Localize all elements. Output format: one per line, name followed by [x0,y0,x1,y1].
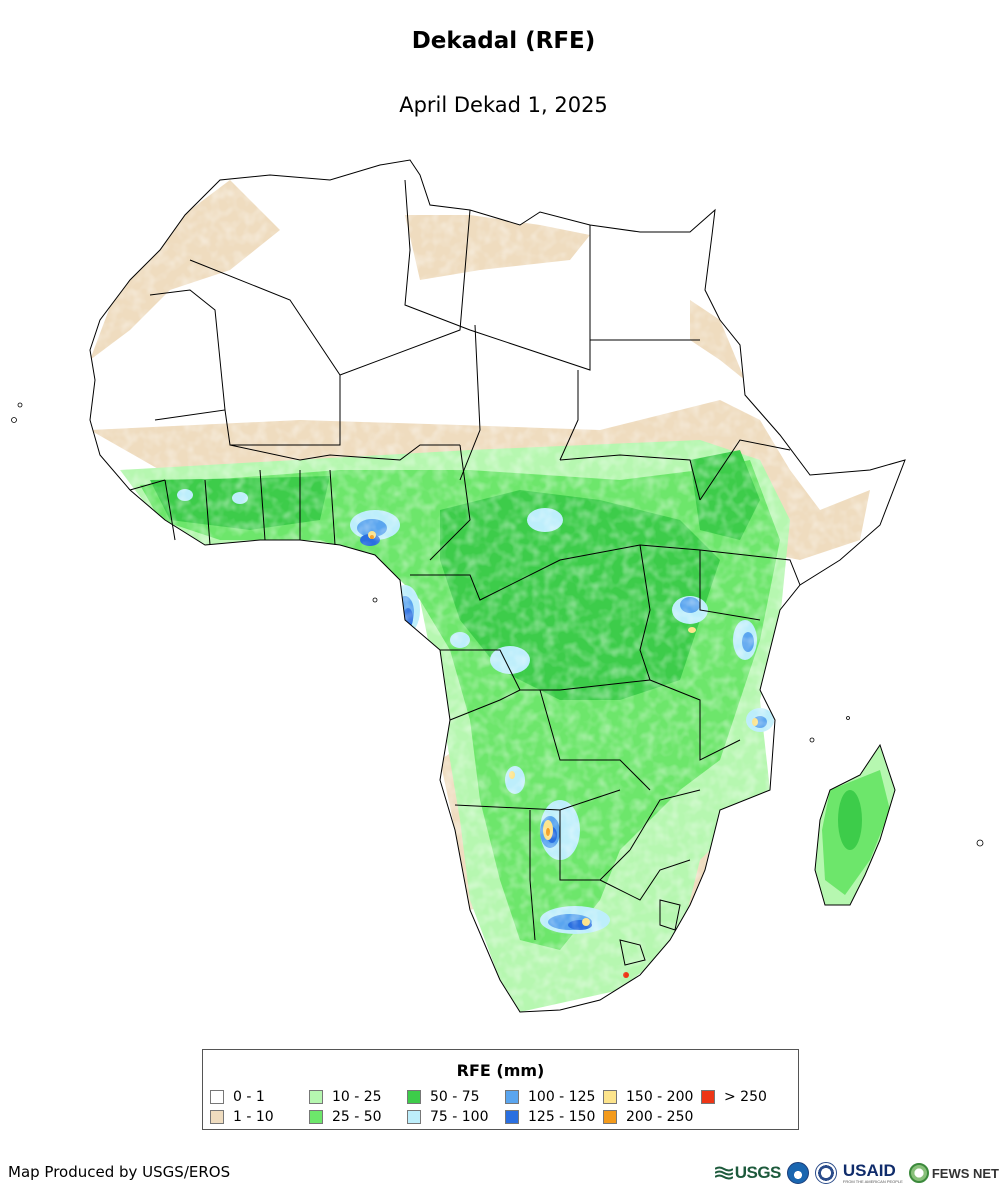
africa-rainfall-map [11,159,984,1013]
raster-texture [90,160,905,1012]
legend-item: 150 - 200 [603,1088,693,1106]
legend: RFE (mm) 0 - 1 1 - 10 10 - 25 25 - 50 50 - 7… [202,1049,799,1130]
legend-item: > 250 [701,1088,767,1106]
legend-swatch [505,1090,519,1104]
map-subtitle: April Dekad 1, 2025 [399,93,608,117]
usda-seal-icon [814,1162,837,1184]
legend-item: 200 - 250 [603,1108,693,1126]
legend-item: 125 - 150 [505,1108,595,1126]
legend-label: 50 - 75 [430,1089,480,1105]
legend-item: 75 - 100 [407,1108,489,1126]
map-credit: Map Produced by USGS/EROS [8,1163,231,1181]
legend-items: 0 - 1 1 - 10 10 - 25 25 - 50 50 - 75 75 - 100… [210,1088,790,1128]
legend-item: 100 - 125 [505,1088,595,1106]
legend-swatch [309,1110,323,1124]
legend-item: 1 - 10 [210,1108,274,1126]
country-borders [89,159,906,1013]
legend-label: 10 - 25 [332,1089,382,1105]
fews-net-logo: FEWS NET [908,1163,999,1183]
legend-label: 25 - 50 [332,1109,382,1125]
legend-label: > 250 [724,1089,767,1105]
noaa-logo-icon [786,1162,809,1184]
legend-swatch [701,1090,715,1104]
legend-label: 100 - 125 [528,1089,596,1105]
map-title: Dekadal (RFE) [411,28,596,54]
legend-swatch [603,1110,617,1124]
legend-label: 0 - 1 [233,1089,265,1105]
zone-50-75 [838,790,862,850]
legend-label: 1 - 10 [233,1109,274,1125]
partner-logos: USGS USAID FROM THE AMERICAN PEOPLE FEWS… [714,1158,999,1188]
legend-label: 75 - 100 [430,1109,489,1125]
legend-item: 0 - 1 [210,1088,265,1106]
legend-label: 150 - 200 [626,1089,694,1105]
legend-title: RFE (mm) [456,1061,545,1080]
legend-swatch [407,1090,421,1104]
legend-item: 25 - 50 [309,1108,382,1126]
legend-swatch [210,1110,224,1124]
legend-label: 200 - 250 [626,1109,694,1125]
legend-swatch [210,1090,224,1104]
usgs-logo: USGS [714,1163,781,1183]
legend-swatch [407,1110,421,1124]
legend-item: 50 - 75 [407,1088,480,1106]
legend-item: 10 - 25 [309,1088,382,1106]
usaid-logo: USAID FROM THE AMERICAN PEOPLE [842,1160,903,1184]
legend-swatch [603,1090,617,1104]
legend-swatch [309,1090,323,1104]
fews-globe-icon [908,1163,929,1183]
legend-swatch [505,1110,519,1124]
usgs-wave-icon [714,1166,733,1180]
legend-label: 125 - 150 [528,1109,596,1125]
